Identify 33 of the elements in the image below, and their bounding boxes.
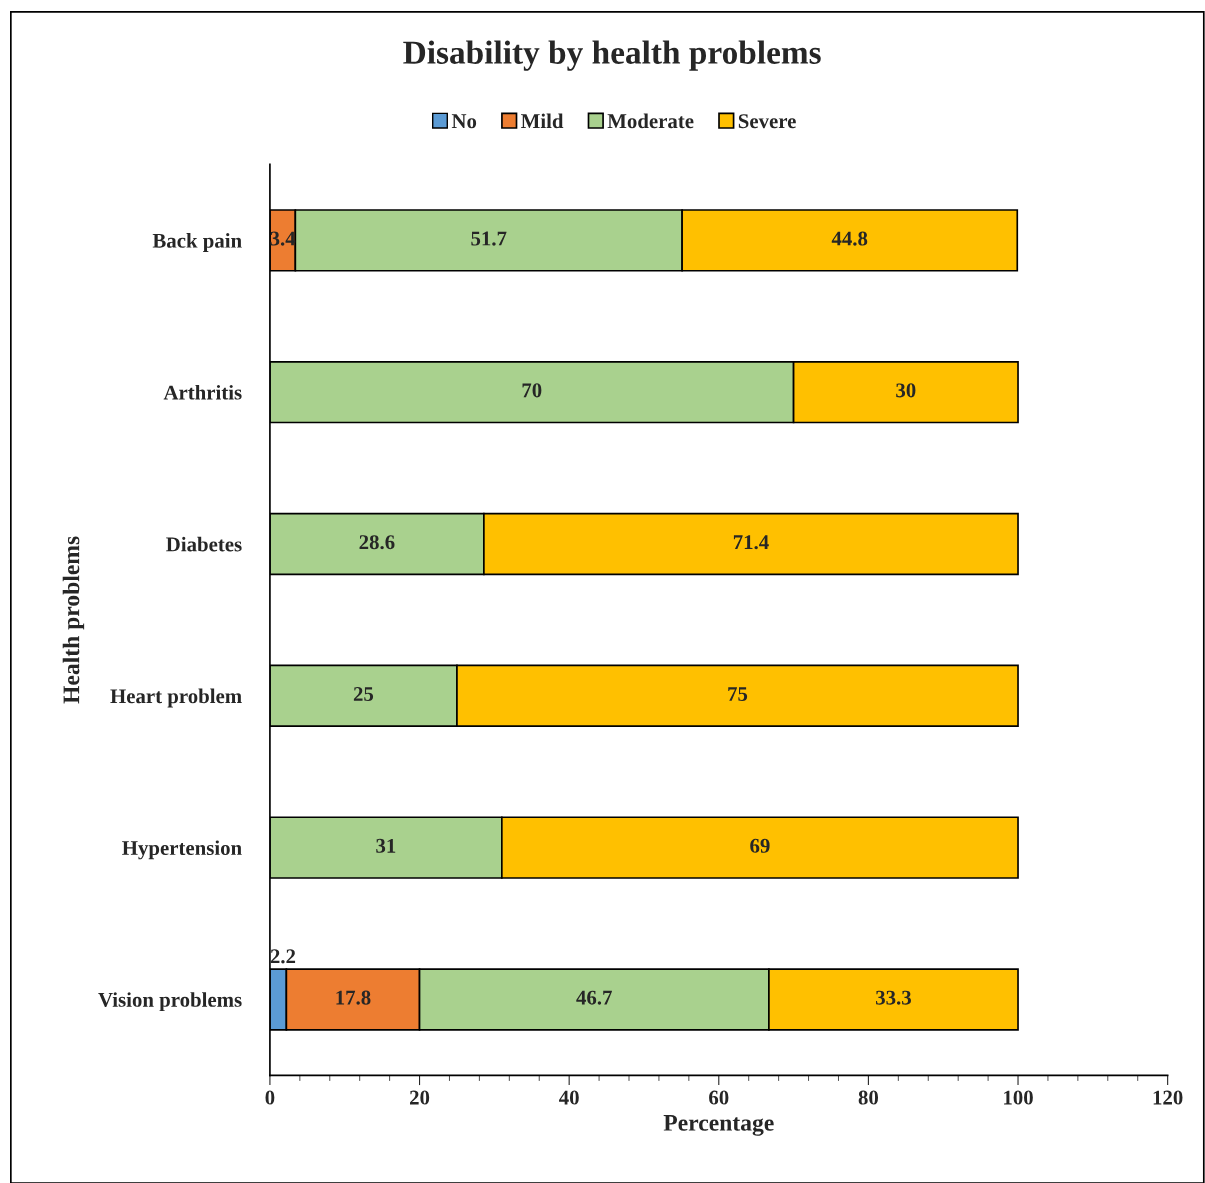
data-label: 17.8 <box>336 990 371 1005</box>
y-tick-label: Vision problems <box>98 992 242 1012</box>
y-tick-label: Diabetes <box>166 536 242 552</box>
y-axis-title: Health problems <box>62 536 85 704</box>
data-label: 70 <box>522 383 542 398</box>
data-label: 75 <box>728 687 748 702</box>
x-tick-label: 100 <box>1004 1090 1033 1105</box>
x-tick-label: 60 <box>709 1090 729 1105</box>
x-tick-label: 0 <box>265 1090 275 1105</box>
data-label: 69 <box>750 838 770 853</box>
data-label: 30 <box>896 383 916 398</box>
y-tick-label: Hypertension <box>122 840 242 860</box>
chart-title: Disability by health problems <box>403 40 821 71</box>
data-label: 71.4 <box>733 535 769 550</box>
data-label: 46.7 <box>576 990 612 1005</box>
data-label: 28.6 <box>359 535 395 550</box>
data-label: 44.8 <box>831 231 868 246</box>
data-label: 25 <box>353 687 374 702</box>
legend-label: Moderate <box>607 113 694 129</box>
legend-label: No <box>451 114 477 129</box>
y-tick-label: Heart problem <box>110 688 242 708</box>
y-tick-label: Back pain <box>152 233 242 253</box>
y-tick-label: Arthritis <box>163 384 242 400</box>
data-label: 51.7 <box>471 231 507 246</box>
x-tick-label: 120 <box>1153 1090 1183 1105</box>
legend-label: Mild <box>521 113 564 129</box>
data-label: 33.3 <box>876 990 911 1005</box>
legend-label: Severe <box>738 114 796 129</box>
data-label: 31 <box>376 838 396 853</box>
x-axis-title: Percentage <box>663 1115 774 1136</box>
x-tick-label: 20 <box>410 1090 430 1105</box>
x-tick-label: 40 <box>559 1090 579 1105</box>
x-tick-label: 80 <box>858 1090 879 1105</box>
